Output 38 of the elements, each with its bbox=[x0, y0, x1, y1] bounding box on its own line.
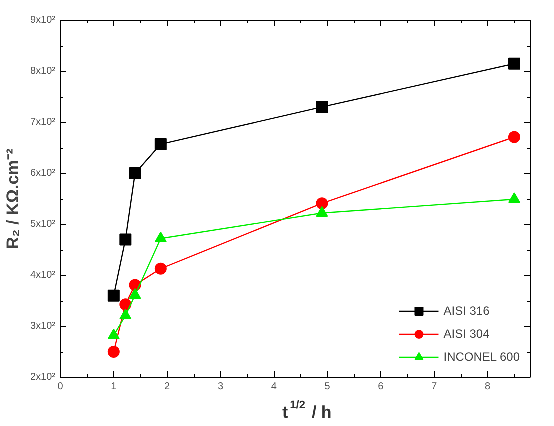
point bbox=[120, 234, 132, 246]
y-axis-title: R₂ / KΩ.cm⁻² bbox=[3, 148, 22, 250]
y-tick-label: 3x10² bbox=[30, 321, 56, 332]
x-tick-label: 8 bbox=[484, 382, 491, 392]
point bbox=[508, 192, 520, 204]
point bbox=[129, 168, 142, 180]
point bbox=[108, 346, 120, 358]
y-tick-label: 4x10² bbox=[30, 270, 56, 281]
point bbox=[316, 206, 328, 217]
x-tick-label: 1 bbox=[111, 382, 118, 392]
y-tick-label: 6x10² bbox=[30, 168, 56, 179]
point bbox=[316, 101, 328, 114]
point bbox=[120, 298, 132, 311]
point bbox=[108, 290, 120, 302]
point bbox=[316, 198, 328, 210]
legend-label: AISI 316 bbox=[444, 304, 490, 318]
point bbox=[154, 232, 167, 242]
y-tick-label: 8x10² bbox=[30, 66, 56, 77]
point bbox=[508, 131, 520, 144]
x-tick-label: 6 bbox=[378, 382, 384, 392]
x-tick-label: 0 bbox=[58, 382, 64, 392]
x-tick-label: 7 bbox=[432, 382, 438, 392]
point bbox=[508, 58, 520, 70]
y-tick-label: 7x10² bbox=[30, 117, 56, 128]
y-tick-label: 5x10² bbox=[30, 219, 56, 230]
y-tick-label: 9x10² bbox=[30, 15, 56, 26]
point bbox=[129, 288, 142, 300]
x-tick-label: 5 bbox=[324, 382, 331, 392]
x-tick-label: 3 bbox=[218, 382, 224, 392]
point bbox=[108, 328, 120, 340]
point bbox=[154, 262, 167, 275]
point bbox=[154, 138, 167, 150]
x-tick-label: 2 bbox=[164, 382, 171, 392]
point bbox=[120, 308, 132, 320]
x-tick-label: 4 bbox=[271, 382, 278, 392]
y-tick-label: 2x10² bbox=[30, 372, 56, 383]
legend-label: AISI 304 bbox=[444, 327, 490, 341]
legend-label: INCONEL 600 bbox=[444, 350, 520, 364]
